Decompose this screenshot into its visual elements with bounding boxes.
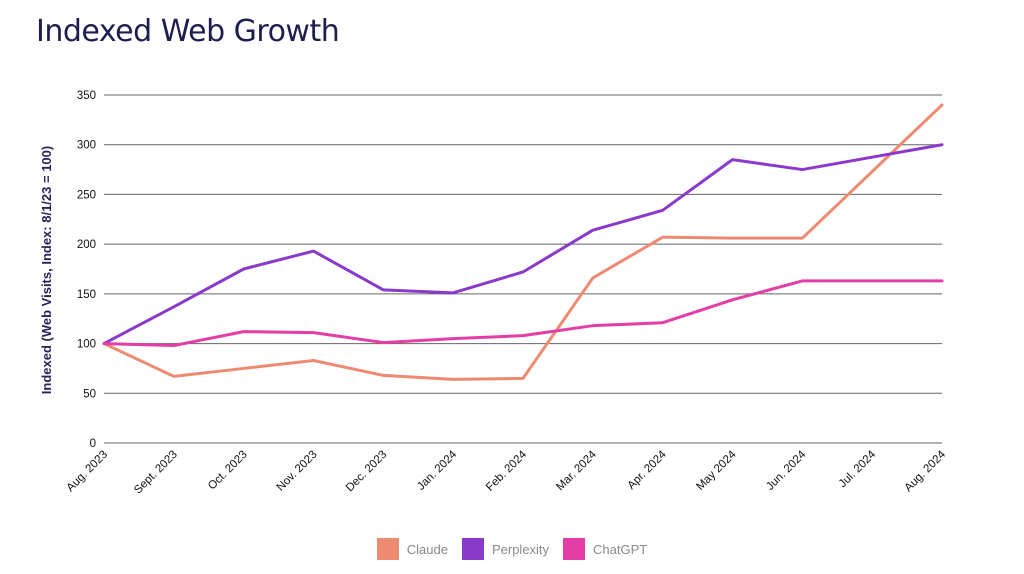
- chart-title: Indexed Web Growth: [36, 14, 340, 49]
- y-tick-label: 250: [77, 189, 96, 201]
- legend-label: Claude: [406, 541, 448, 557]
- legend-swatch: [563, 538, 586, 560]
- legend-item-chatgpt: ChatGPT: [563, 538, 647, 560]
- series-line-chatgpt: [102, 279, 944, 348]
- legend-label: ChatGPT: [593, 541, 648, 557]
- y-tick-label: 150: [77, 289, 96, 301]
- legend-swatch: [376, 538, 399, 560]
- x-tick-label: Nov. 2023: [275, 449, 320, 494]
- x-tick-label: Apr. 2024: [625, 448, 669, 492]
- x-tick-label: Aug. 2023: [65, 449, 111, 495]
- y-axis-label: Indexed (Web Visits, Index: 8/1/23 = 100…: [39, 146, 54, 394]
- series-lines: [102, 103, 944, 381]
- y-tick-labels: 0 50 100 150 200 250 300 350: [77, 90, 96, 450]
- x-tick-label: Jun. 2024: [764, 448, 809, 493]
- series-line-perplexity: [102, 143, 944, 346]
- legend-label: Perplexity: [491, 541, 550, 557]
- series-line-claude: [102, 103, 944, 381]
- x-tick-label: May 2024: [694, 448, 739, 493]
- y-tick-label: 200: [77, 239, 96, 251]
- legend-swatch: [461, 538, 484, 560]
- y-tick-label: 50: [83, 388, 96, 400]
- legend-item-perplexity: Perplexity: [461, 538, 550, 560]
- x-tick-label: Aug. 2024: [903, 448, 949, 494]
- grid-lines: [104, 94, 942, 444]
- x-tick-label: Jul. 2024: [837, 448, 879, 490]
- x-tick-label: Sept. 2023: [132, 449, 180, 497]
- x-tick-label: Feb. 2024: [484, 448, 530, 494]
- legend: Claude Perplexity ChatGPT: [0, 538, 1024, 560]
- y-tick-label: 350: [77, 90, 96, 102]
- y-tick-label: 100: [77, 339, 96, 351]
- x-tick-label: Mar. 2024: [554, 448, 599, 493]
- y-tick-label: 300: [77, 140, 96, 152]
- x-tick-labels: Aug. 2023 Sept. 2023 Oct. 2023 Nov. 2023 Dec…: [65, 448, 949, 496]
- x-tick-label: Jan. 2024: [415, 448, 460, 493]
- x-tick-label: Oct. 2023: [206, 449, 250, 493]
- legend-item-claude: Claude: [376, 538, 448, 560]
- y-tick-label: 0: [90, 438, 96, 450]
- x-tick-label: Dec. 2023: [344, 449, 390, 495]
